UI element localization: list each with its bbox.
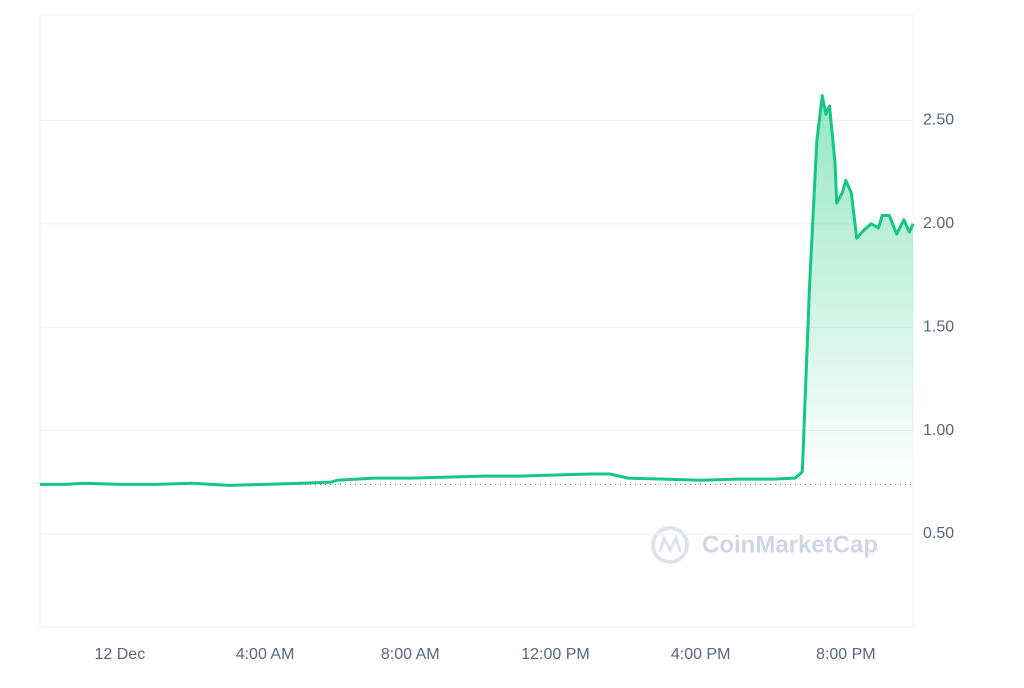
x-tick-label: 12 Dec <box>95 646 146 663</box>
price-line <box>40 94 915 487</box>
y-tick-label: 0.50 <box>923 525 954 542</box>
watermark: CoinMarketCap <box>702 531 878 558</box>
x-tick-label: 4:00 PM <box>671 646 731 663</box>
watermark-logo <box>651 526 689 564</box>
x-tick-label: 12:00 PM <box>521 646 589 663</box>
y-tick-label: 2.50 <box>923 112 954 129</box>
area <box>40 95 913 486</box>
x-tick-label: 8:00 AM <box>381 646 440 663</box>
x-tick-label: 4:00 AM <box>236 646 295 663</box>
y-tick-label: 1.00 <box>923 422 954 439</box>
y-tick-label: 2.00 <box>923 215 954 232</box>
x-tick-label: 8:00 PM <box>816 646 876 663</box>
y-tick-label: 1.50 <box>923 318 954 335</box>
